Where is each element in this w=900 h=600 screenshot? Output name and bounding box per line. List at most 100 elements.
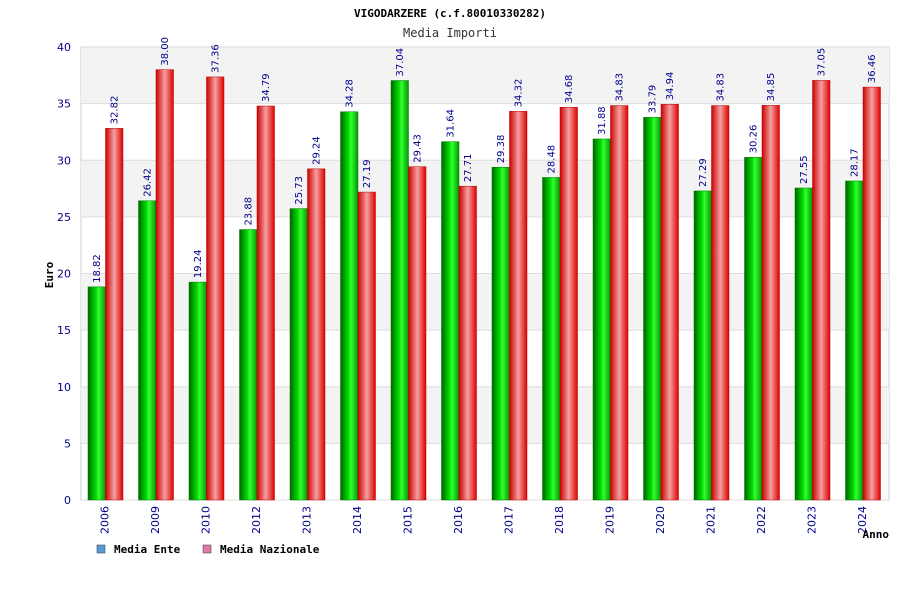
data-label-media-nazionale-2013: 29.24 — [312, 136, 323, 165]
x-tick-label-2022: 2022 — [755, 506, 768, 534]
x-tick-label-2018: 2018 — [553, 506, 566, 534]
data-label-media-nazionale-2024: 36.46 — [867, 54, 878, 83]
data-label-media-nazionale-2012: 34.79 — [261, 73, 272, 102]
bar-media-ente-2012 — [239, 229, 258, 501]
bar-media-nazionale-2013 — [307, 168, 326, 501]
bar-media-nazionale-2009 — [155, 69, 174, 501]
bar-media-nazionale-2016 — [458, 185, 477, 501]
bar-media-ente-2015 — [390, 80, 409, 501]
bar-media-ente-2006 — [87, 286, 106, 501]
bar-media-ente-2014 — [340, 111, 359, 501]
x-tick-label-2023: 2023 — [806, 506, 819, 534]
bar-media-ente-2013 — [289, 208, 308, 501]
x-tick-label-2012: 2012 — [250, 506, 263, 534]
data-label-media-ente-2017: 29.38 — [496, 135, 507, 164]
data-label-media-nazionale-2010: 37.36 — [211, 44, 222, 73]
data-label-media-ente-2016: 31.64 — [446, 109, 457, 138]
y-tick-label: 35 — [57, 98, 71, 111]
data-label-media-ente-2010: 19.24 — [193, 249, 204, 278]
data-label-media-ente-2015: 37.04 — [395, 48, 406, 77]
bar-media-nazionale-2018 — [559, 106, 578, 501]
data-label-media-nazionale-2023: 37.05 — [817, 48, 828, 77]
data-label-media-ente-2021: 27.29 — [698, 158, 709, 187]
x-tick-label-2017: 2017 — [503, 506, 516, 534]
bar-media-nazionale-2020 — [660, 104, 679, 501]
legend: Media Ente Media Nazionale — [96, 543, 320, 556]
bars — [87, 69, 881, 501]
data-label-media-ente-2006: 18.82 — [92, 254, 103, 283]
bar-media-ente-2023 — [794, 187, 813, 501]
y-tick-label: 40 — [57, 41, 71, 54]
data-label-media-nazionale-2020: 34.94 — [665, 72, 676, 101]
data-label-media-nazionale-2016: 27.71 — [463, 154, 474, 183]
data-labels: 18.82 32.82 26.42 38.00 19.24 37.36 23.88 34.79… — [92, 37, 878, 283]
legend-swatch-media-ente — [96, 544, 106, 554]
bar-media-ente-2019 — [592, 138, 611, 501]
bar-media-ente-2009 — [138, 200, 157, 501]
data-label-media-ente-2020: 33.79 — [648, 85, 659, 114]
bar-media-nazionale-2014 — [357, 191, 376, 501]
bar-media-ente-2017 — [491, 167, 510, 501]
y-tick-label: 0 — [64, 494, 71, 507]
data-label-media-ente-2024: 28.17 — [850, 148, 861, 177]
data-label-media-nazionale-2021: 34.83 — [716, 73, 727, 102]
y-tick-label: 30 — [57, 154, 71, 167]
y-tick-label: 5 — [64, 437, 71, 450]
bar-media-ente-2024 — [845, 180, 864, 501]
chart-subtitle: Media Importi — [403, 26, 497, 40]
data-label-media-nazionale-2006: 32.82 — [110, 96, 121, 125]
y-tick-label: 25 — [57, 211, 71, 224]
data-label-media-nazionale-2022: 34.85 — [766, 73, 777, 102]
bar-media-nazionale-2015 — [408, 166, 427, 501]
bar-media-nazionale-2023 — [812, 80, 831, 501]
data-label-media-nazionale-2017: 34.32 — [514, 79, 525, 108]
bar-media-nazionale-2024 — [862, 86, 881, 501]
x-tick-label-2021: 2021 — [705, 506, 718, 534]
bar-media-ente-2018 — [542, 177, 561, 501]
bar-media-nazionale-2022 — [761, 105, 780, 501]
y-axis-label: Euro — [43, 261, 56, 288]
x-axis-label: Anno — [863, 528, 890, 541]
bar-media-nazionale-2012 — [256, 105, 275, 501]
data-label-media-ente-2009: 26.42 — [143, 168, 154, 197]
bar-media-ente-2010 — [188, 281, 207, 501]
legend-label-media-ente: Media Ente — [114, 543, 181, 556]
data-label-media-nazionale-2015: 29.43 — [413, 134, 424, 163]
x-tick-label-2010: 2010 — [200, 506, 213, 534]
data-label-media-ente-2013: 25.73 — [294, 176, 305, 205]
bar-media-nazionale-2019 — [610, 105, 629, 501]
x-tick-label-2016: 2016 — [452, 506, 465, 534]
y-tick-label: 20 — [57, 268, 71, 281]
data-label-media-ente-2018: 28.48 — [547, 145, 558, 174]
data-label-media-ente-2014: 34.28 — [345, 79, 356, 108]
legend-label-media-nazionale: Media Nazionale — [220, 543, 320, 556]
bar-media-ente-2020 — [643, 117, 662, 501]
data-label-media-nazionale-2014: 27.19 — [362, 159, 373, 188]
data-label-media-ente-2023: 27.55 — [799, 155, 810, 184]
data-label-media-nazionale-2018: 34.68 — [564, 75, 575, 104]
data-label-media-ente-2022: 30.26 — [749, 125, 760, 154]
x-tick-label-2024: 2024 — [856, 506, 869, 534]
bar-media-nazionale-2006 — [105, 128, 124, 501]
data-label-media-nazionale-2009: 38.00 — [160, 37, 171, 66]
x-tick-label-2019: 2019 — [604, 506, 617, 534]
bar-media-ente-2016 — [441, 141, 460, 501]
y-axis-ticks: 0 5 10 15 20 25 30 35 40 — [57, 41, 71, 507]
legend-swatch-media-nazionale — [202, 544, 212, 554]
data-label-media-ente-2012: 23.88 — [244, 197, 255, 226]
bar-media-nazionale-2017 — [509, 111, 528, 501]
x-tick-label-2015: 2015 — [402, 506, 415, 534]
x-tick-label-2009: 2009 — [149, 506, 162, 534]
chart-title: VIGODARZERE (c.f.80010330282) — [354, 7, 546, 20]
data-label-media-ente-2019: 31.88 — [597, 106, 608, 135]
x-tick-label-2013: 2013 — [301, 506, 314, 534]
bar-media-ente-2022 — [744, 157, 763, 501]
x-axis-ticks: 2006 2009 2010 2012 2013 2014 2015 2016 2017 2018… — [99, 506, 870, 534]
bar-media-nazionale-2021 — [711, 105, 730, 501]
bar-media-ente-2021 — [693, 190, 712, 501]
y-tick-label: 15 — [57, 324, 71, 337]
y-tick-label: 10 — [57, 381, 71, 394]
x-tick-label-2020: 2020 — [654, 506, 667, 534]
data-label-media-nazionale-2019: 34.83 — [615, 73, 626, 102]
